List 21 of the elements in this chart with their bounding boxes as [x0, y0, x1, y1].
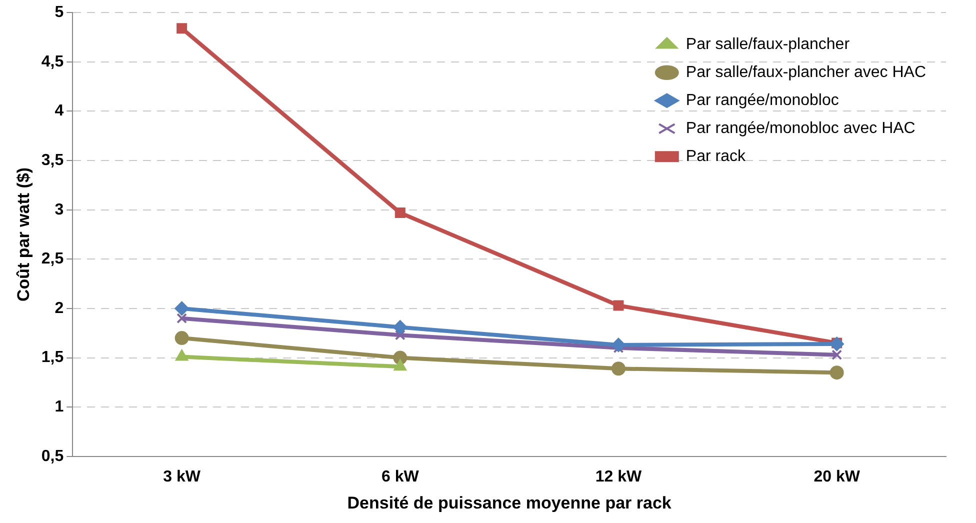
y-tick-label: 4	[54, 102, 64, 120]
x-tick-label: 3 kW	[163, 468, 202, 486]
legend-label: Par salle/faux-plancher	[686, 36, 850, 54]
x-axis-title: Densité de puissance moyenne par rack	[347, 493, 672, 512]
y-tick-label: 2	[54, 300, 64, 317]
x-tick-label: 12 kW	[595, 468, 643, 486]
y-tick-label: 5	[54, 4, 64, 22]
x-tick-label: 6 kW	[381, 468, 420, 486]
y-tick-label: 3,5	[41, 152, 64, 169]
y-tick-label: 2,5	[41, 250, 64, 268]
x-tick-label: 20 kW	[814, 468, 861, 486]
y-tick-label: 1,5	[41, 349, 64, 366]
y-tick-label: 1	[54, 398, 64, 416]
y-tick-label: 4,5	[41, 53, 64, 70]
legend-label: Par rangée/monobloc avec HAC	[686, 120, 916, 138]
legend-label: Par salle/faux-plancher avec HAC	[686, 64, 926, 82]
y-tick-label: 0,5	[41, 448, 64, 465]
legend-label: Par rack	[686, 148, 746, 166]
y-tick-label: 3	[54, 201, 64, 218]
y-axis-title: Coût par watt ($)	[14, 167, 33, 302]
legend-label: Par rangée/monobloc	[686, 92, 839, 110]
